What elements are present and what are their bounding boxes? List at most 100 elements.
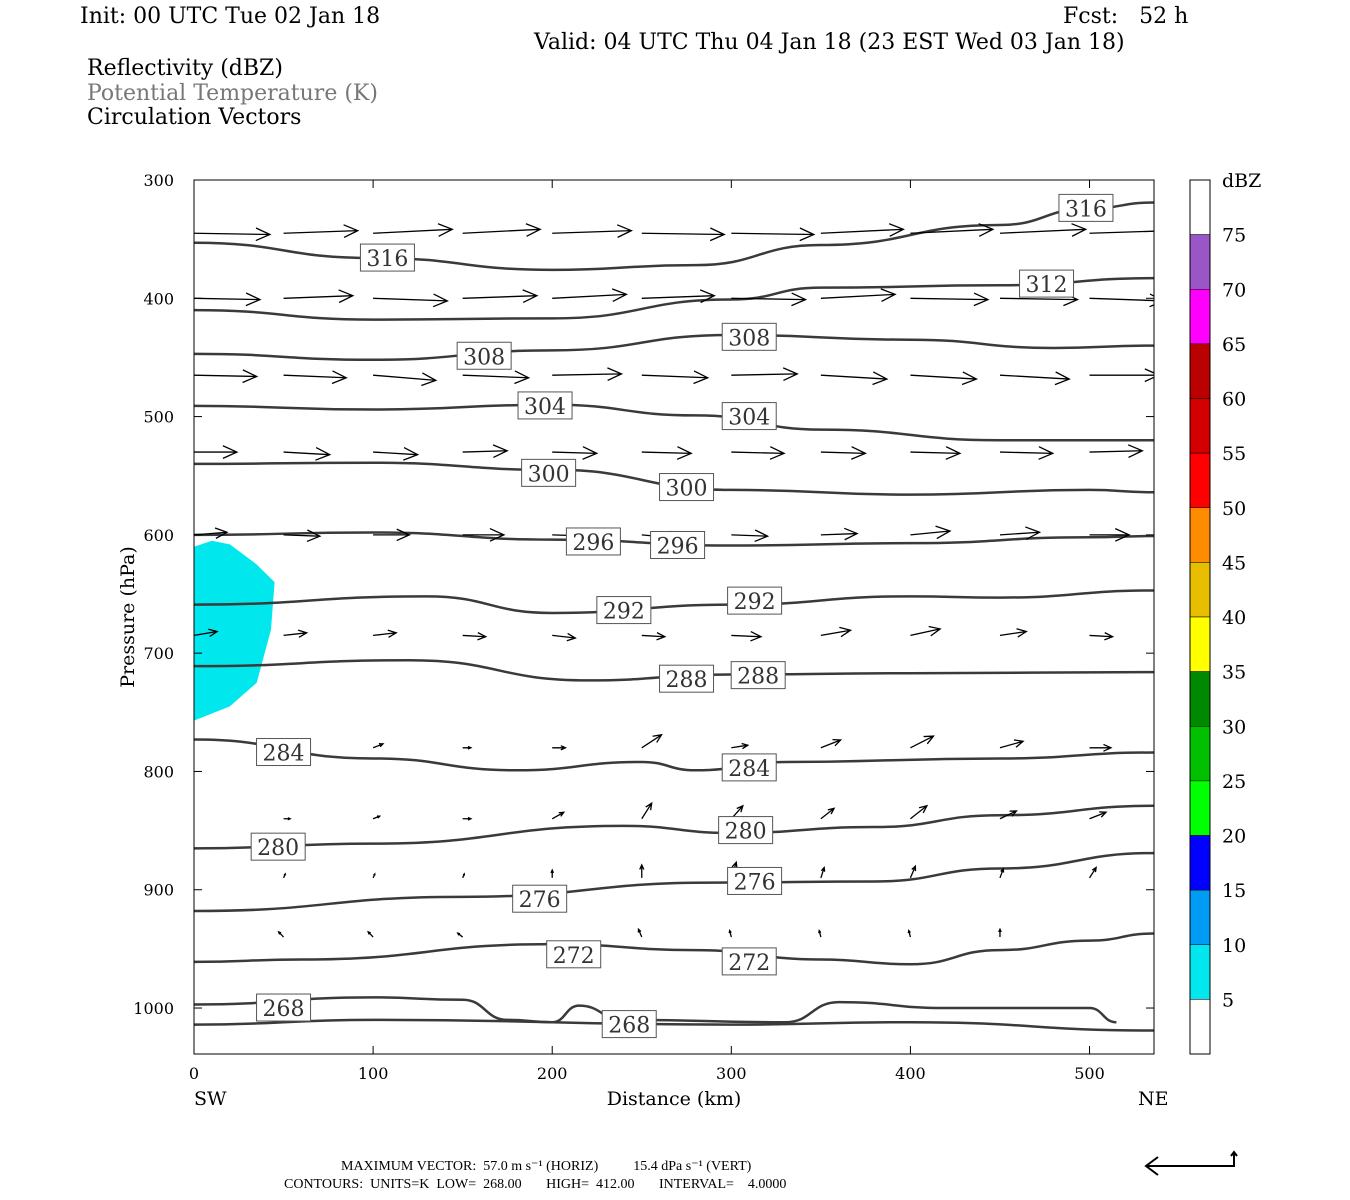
circulation-vector	[820, 626, 853, 638]
circulation-vector	[552, 288, 629, 302]
circulation-vector	[462, 527, 506, 542]
circulation-vector	[731, 529, 770, 543]
circulation-vector	[910, 446, 962, 460]
colorbar-swatch	[1189, 289, 1211, 345]
contour-label-box	[596, 596, 652, 625]
colorbar-swatch	[1189, 179, 1211, 235]
colorbar-label: 20	[1222, 826, 1246, 848]
circulation-vector	[999, 371, 1071, 386]
circulation-vector	[462, 872, 465, 879]
contour-label: 268	[608, 1014, 650, 1039]
colorbar-label: 30	[1222, 716, 1246, 738]
contour-label: 284	[263, 742, 305, 767]
contour-label: 304	[728, 406, 770, 431]
circulation-vector	[552, 632, 577, 642]
circulation-vector	[1089, 528, 1131, 542]
x-tick-label: 300	[716, 1064, 747, 1083]
colorbar-swatch	[1189, 234, 1211, 290]
contour-label: 296	[572, 531, 614, 556]
plot-frame	[193, 179, 1155, 1055]
colorbar-label: 65	[1222, 334, 1246, 356]
contour-label: 280	[257, 836, 299, 861]
circulation-vector	[1089, 230, 1154, 234]
contour-label-box	[1019, 269, 1075, 298]
colorbar-title: dBZ	[1222, 170, 1261, 192]
circulation-vector	[731, 631, 763, 642]
contour-label-box	[650, 531, 706, 560]
circulation-vector	[731, 292, 808, 307]
plot-area: 316 316 312 308 308 304 304 300 300 296 296 292 292 2…	[194, 193, 1154, 1039]
circulation-vector	[283, 529, 322, 543]
colorbar-swatch	[1189, 671, 1211, 727]
contour-label-box	[517, 391, 573, 420]
contour-label: 292	[603, 600, 645, 625]
circulation-vector	[1089, 293, 1154, 308]
colorbar-label: 40	[1222, 607, 1246, 629]
y-tick-label: 900	[143, 881, 174, 900]
circulation-vector	[462, 632, 488, 641]
contour-label-box	[256, 993, 312, 1022]
colorbar-swatch	[1189, 452, 1211, 508]
contour-label-box	[359, 243, 415, 272]
circulation-vector	[283, 817, 292, 821]
contour-label: 292	[734, 590, 776, 615]
colorbar-swatch	[1189, 889, 1211, 945]
circulation-vector	[910, 735, 935, 749]
theta-contour-308	[194, 333, 1154, 362]
contour-label: 308	[728, 326, 770, 351]
reference-vector-icon	[1144, 1150, 1238, 1176]
circulation-vector	[731, 742, 750, 750]
y-tick-label: 800	[143, 762, 174, 781]
contour-label: 300	[528, 462, 570, 487]
contour-label-box	[256, 738, 312, 767]
valid-time: Valid: 04 UTC Thu 04 Jan 18 (23 EST Wed …	[534, 30, 1125, 55]
circulation-vector	[456, 932, 464, 938]
circulation-vector	[999, 446, 1055, 460]
contour-label-box	[1058, 193, 1114, 222]
circulation-vector	[552, 446, 599, 460]
theta-contour-296	[194, 531, 1154, 547]
sw-label: SW	[194, 1088, 227, 1110]
colorbar-swatch	[1189, 944, 1211, 1000]
circulation-vector	[462, 745, 473, 750]
contour-label: 316	[366, 247, 408, 272]
colorbar-swatch	[1189, 999, 1211, 1055]
circulation-vector	[641, 801, 653, 820]
contour-label: 272	[553, 944, 595, 969]
circulation-vector	[551, 811, 566, 820]
contour-label-box	[721, 753, 777, 782]
circulation-vector	[283, 370, 348, 385]
circulation-vector	[910, 525, 952, 540]
circulation-vector	[641, 370, 710, 385]
circulation-vector	[820, 223, 905, 237]
circulation-vector	[999, 810, 1018, 820]
colorbar-swatch	[1189, 835, 1211, 891]
legend-vectors: Circulation Vectors	[87, 105, 302, 130]
circulation-vector	[909, 864, 917, 879]
contour-label-box	[718, 816, 774, 845]
init-time: Init: 00 UTC Tue 02 Jan 18	[80, 4, 381, 29]
contour-label-box	[727, 866, 783, 895]
circulation-vector	[282, 872, 286, 879]
circulation-vector	[820, 738, 843, 749]
legend-theta: Potential Temperature (K)	[87, 81, 378, 106]
theta-contour-316	[194, 201, 1154, 272]
circulation-vector	[731, 367, 799, 382]
contour-label: 304	[524, 395, 566, 420]
circulation-vector	[637, 927, 643, 938]
legend-reflectivity: Reflectivity (dBZ)	[87, 56, 283, 81]
circulation-vector	[910, 223, 995, 237]
colorbar-swatch	[1189, 562, 1211, 618]
circulation-vector	[194, 292, 262, 307]
colorbar-label: 35	[1222, 662, 1246, 684]
contour-label-box	[721, 402, 777, 431]
contour-label-box	[565, 527, 621, 556]
circulation-vector	[373, 372, 438, 387]
x-tick-label: 400	[895, 1064, 926, 1083]
contour-label: 300	[666, 477, 708, 502]
circulation-vector	[462, 223, 542, 237]
circulation-vector	[373, 446, 420, 461]
circulation-vector	[283, 629, 309, 638]
contour-label: 312	[1026, 273, 1068, 298]
